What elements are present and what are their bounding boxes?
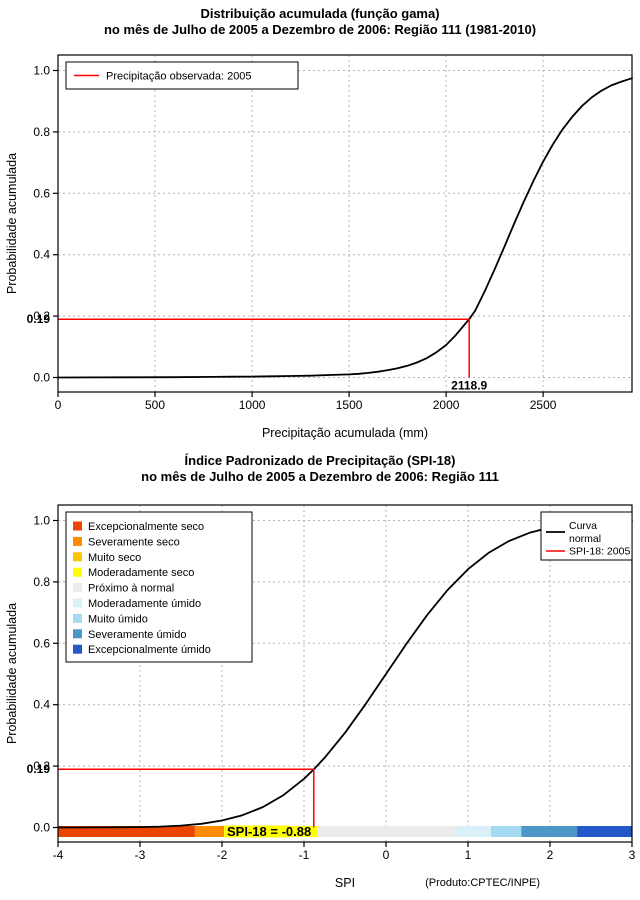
- category-swatch: [73, 613, 82, 623]
- category-label: Muito úmido: [88, 613, 148, 625]
- spi-category-band: [577, 826, 632, 837]
- x-tick-label: 1500: [336, 398, 363, 412]
- category-swatch: [73, 536, 82, 546]
- category-swatch: [73, 552, 82, 562]
- spi-category-band: [491, 826, 522, 837]
- category-swatch: [73, 583, 82, 593]
- legend-label: Curva: [569, 520, 597, 532]
- y-tick-label: 0.8: [33, 125, 50, 139]
- spi-category-band: [281, 826, 318, 837]
- category-swatch: [73, 598, 82, 608]
- x-tick-label: 0: [383, 848, 390, 862]
- x-tick-label: -2: [217, 848, 228, 862]
- legend-label: Precipitação observada: 2005: [106, 71, 252, 83]
- x-tick-label: 500: [145, 398, 165, 412]
- y-tick-label: 0.2: [33, 309, 50, 323]
- category-label: Excepcionalmente úmido: [88, 644, 211, 656]
- product-footnote: (Produto:CPTEC/INPE): [425, 877, 540, 889]
- plot-border: [57, 54, 633, 393]
- spi-category-band: [317, 826, 455, 837]
- category-label: Excepcionalmente seco: [88, 521, 204, 533]
- gamma-chart-titles: Distribuição acumulada (função gama) no …: [0, 6, 640, 38]
- chart-subtitle: no mês de Julho de 2005 a Dezembro de 20…: [103, 22, 537, 37]
- x-axis-title: Precipitação acumulada (mm): [262, 426, 428, 440]
- x-tick-label: 2: [547, 848, 554, 862]
- legend-label: normal: [569, 533, 601, 545]
- x-tick-label: 0: [55, 398, 62, 412]
- chart-title: Índice Padronizado de Precipitação (SPI-…: [184, 453, 456, 468]
- y-tick-label: 0.4: [33, 698, 50, 712]
- y-tick-label: 0.6: [33, 186, 50, 200]
- spi-annotation-part: = -0.88: [267, 824, 311, 839]
- x-tick-label: -4: [53, 848, 64, 862]
- x-tick-label: -1: [299, 848, 310, 862]
- observed-value-label: 2118.9: [451, 379, 487, 393]
- y-tick-label: 0.4: [33, 248, 50, 262]
- category-label: Próximo à normal: [88, 583, 174, 595]
- annotation-highlight: [224, 825, 290, 838]
- y-tick-label: 0.0: [33, 821, 50, 835]
- x-tick-label: -3: [135, 848, 146, 862]
- legend-label: SPI-18: 2005: [569, 546, 630, 558]
- spi-category-band: [521, 826, 578, 837]
- spi-annotation-part: SPI-18: [227, 824, 267, 839]
- y-tick-label: 0.2: [33, 759, 50, 773]
- observed-probability-label: 0.19: [27, 762, 51, 776]
- y-tick-label: 1.0: [33, 64, 50, 78]
- normal-cdf-curve: [57, 520, 633, 829]
- category-swatch: [73, 629, 82, 639]
- curve-legend-box: [540, 511, 633, 561]
- plot-border: [57, 504, 633, 843]
- spi-category-band: [58, 826, 195, 837]
- y-axis-title: Probabilidade acumulada: [5, 153, 19, 294]
- spi-chart-titles: Índice Padronizado de Precipitação (SPI-…: [0, 453, 640, 485]
- category-label: Moderadamente seco: [88, 567, 194, 579]
- category-label: Severamente úmido: [88, 629, 186, 641]
- x-axis-title: SPI: [335, 876, 355, 890]
- x-tick-label: 3: [629, 848, 636, 862]
- category-label: Muito seco: [88, 552, 141, 564]
- spi-cdf-plot: SPI-18 = -0.88 -4 -3 -2 -1 0 1 2 3 0.0 0.2 0.4 0.6 0.…: [5, 504, 636, 890]
- category-label: Severamente seco: [88, 536, 180, 548]
- spi-category-band: [194, 826, 251, 837]
- spi-cdf-chart-section: Índice Padronizado de Precipitação (SPI-…: [0, 450, 640, 900]
- spi-category-band: [454, 826, 491, 837]
- spi-value-annotation: SPI-18 = -0.88: [227, 824, 311, 839]
- gamma-cdf-plot: 0 500 1000 1500 2000 2500 0.0 0.2 0.4 0.6 0.8 1.0 0.…: [5, 54, 633, 440]
- x-tick-label: 2000: [433, 398, 460, 412]
- y-tick-label: 1.0: [33, 514, 50, 528]
- chart-title: Distribuição acumulada (função gama): [200, 6, 440, 21]
- category-swatch: [73, 644, 82, 654]
- x-tick-label: 1: [465, 848, 472, 862]
- y-tick-label: 0.6: [33, 636, 50, 650]
- y-tick-label: 0.8: [33, 575, 50, 589]
- observed-probability-label: 0.19: [27, 312, 51, 326]
- legend-box: [65, 61, 299, 90]
- chart-subtitle: no mês de Julho de 2005 a Dezembro de 20…: [141, 469, 499, 484]
- category-legend-box: [65, 511, 253, 663]
- gamma-cdf-chart-section: Distribuição acumulada (função gama) no …: [0, 6, 640, 440]
- x-tick-label: 1000: [239, 398, 266, 412]
- category-swatch: [73, 567, 82, 577]
- category-label: Moderadamente úmido: [88, 598, 201, 610]
- y-tick-label: 0.0: [33, 371, 50, 385]
- y-axis-title: Probabilidade acumulada: [5, 603, 19, 744]
- gamma-cdf-curve: [57, 77, 633, 379]
- category-swatch: [73, 521, 82, 531]
- x-tick-label: 2500: [530, 398, 557, 412]
